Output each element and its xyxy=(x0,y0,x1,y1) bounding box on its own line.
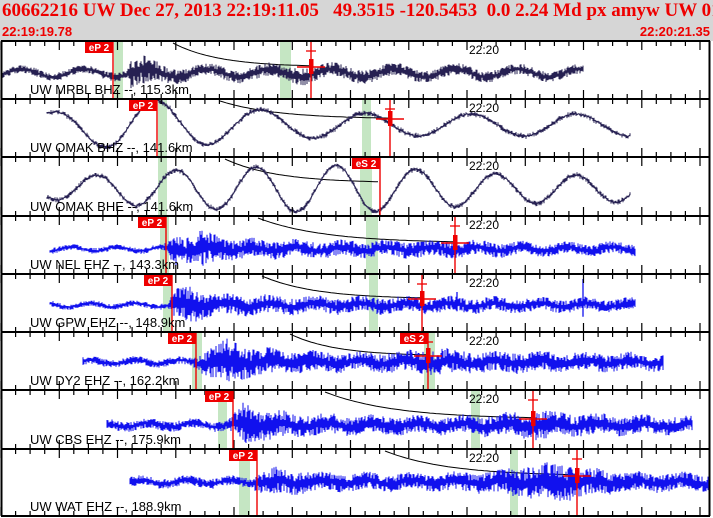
coda-decay-curve xyxy=(219,100,389,119)
station-label: UW GPW EHZ --, 148.9km xyxy=(30,315,185,330)
trace-panel-CBS-EHZ xyxy=(106,391,693,448)
station-label: UW NEL EHZ --, 143.3km xyxy=(30,257,179,272)
trace-panel-GPW-EHZ xyxy=(49,275,636,331)
s-window-band xyxy=(362,100,371,156)
p-pick-label[interactable]: eP 2 xyxy=(233,451,254,462)
trace-click-area-NEL-EHZ[interactable] xyxy=(1,216,710,274)
picks-DY2-EHZ: eP 2 eS 2 22:20 UW DY2 EHZ --, 162.2km xyxy=(1,332,710,390)
trace-panel-OMAK-BHE xyxy=(46,158,631,215)
trace-click-area-CBS-EHZ[interactable] xyxy=(1,390,710,449)
station-label: UW MRBL BHZ --, 115.3km xyxy=(30,82,189,97)
p-pick-label[interactable]: eP 2 xyxy=(148,276,169,287)
station-label: UW DY2 EHZ --, 162.2km xyxy=(30,373,180,388)
trace-click-area-DY2-EHZ[interactable] xyxy=(1,332,710,390)
p-pick-box[interactable] xyxy=(85,42,113,53)
coda-decay-curve xyxy=(257,217,453,243)
station-label: UW OMAK BHZ --, 141.6km xyxy=(30,140,193,155)
waveform-spike xyxy=(456,279,584,317)
trace-panel-NEL-EHZ xyxy=(49,217,636,273)
minute-label: 22:20 xyxy=(469,101,499,115)
window-end-time: 22:20:21.35 xyxy=(639,24,710,39)
event-summary-line: 60662216 UW Dec 27, 2013 22:19:11.05 49.… xyxy=(2,0,713,21)
trace-click-area-WAT-EHZ[interactable] xyxy=(1,449,710,516)
station-label: UW WAT EHZ --, 188.9km xyxy=(30,499,181,514)
p-window-band xyxy=(114,42,123,98)
picks-OMAK-BHZ: eP 2 22:20 UW OMAK BHZ --, 141.6km xyxy=(1,99,710,157)
station-label: UW CBS EHZ --, 175.9km xyxy=(30,432,181,447)
waveform xyxy=(49,286,636,322)
waveform xyxy=(82,338,664,382)
trace-click-area-MRBL-BHZ[interactable] xyxy=(1,41,710,99)
s-pick-label[interactable]: eS 2 xyxy=(404,334,425,345)
waveform xyxy=(106,402,693,443)
coda-decay-curve xyxy=(172,42,312,67)
trace-click-area-OMAK-BHE[interactable] xyxy=(1,157,710,216)
waveform xyxy=(129,462,709,501)
p-window-band xyxy=(218,391,227,448)
p-pick-box[interactable] xyxy=(144,275,172,286)
s-pick-box[interactable] xyxy=(352,158,380,169)
p-window-band xyxy=(158,100,167,156)
coda-decay-curve xyxy=(289,333,429,356)
p-pick-label[interactable]: eP 2 xyxy=(133,101,154,112)
picks-NEL-EHZ: eP 2 22:20 UW NEL EHZ --, 143.3km xyxy=(1,216,710,274)
p-pick-box[interactable] xyxy=(205,391,233,402)
minute-label: 22:20 xyxy=(469,451,499,465)
minute-label: 22:20 xyxy=(469,218,499,232)
p-window-band xyxy=(163,275,172,331)
picks-WAT-EHZ: eP 2 22:20 UW WAT EHZ --, 188.9km xyxy=(1,449,710,516)
s-pick-label[interactable]: eS 2 xyxy=(356,159,377,170)
s-pick-box[interactable] xyxy=(400,333,428,344)
trace-panel-WAT-EHZ xyxy=(129,450,709,515)
p-pick-label[interactable]: eP 2 xyxy=(209,392,230,403)
p-window-band xyxy=(158,158,167,215)
waveform xyxy=(49,230,636,266)
header-bar: 60662216 UW Dec 27, 2013 22:19:11.05 49.… xyxy=(0,0,713,41)
p-pick-label[interactable]: eP 2 xyxy=(89,43,110,54)
trace-panel-MRBL-BHZ xyxy=(1,42,584,98)
window-start-time: 22:19:19.78 xyxy=(2,24,73,39)
p-pick-label[interactable]: eP 2 xyxy=(142,218,163,229)
minute-label: 22:20 xyxy=(469,334,499,348)
minute-label: 22:20 xyxy=(469,159,499,173)
p-pick-box[interactable] xyxy=(129,100,157,111)
waveform-fuzz xyxy=(46,163,631,214)
minute-label: 22:20 xyxy=(469,43,499,57)
p-pick-box[interactable] xyxy=(229,450,257,461)
picks-OMAK-BHE: eS 2 22:20 UW OMAK BHE --, 141.6km xyxy=(1,157,710,216)
waveform-fuzz xyxy=(46,98,631,150)
trace-click-area-GPW-EHZ[interactable] xyxy=(1,274,710,332)
p-pick-label[interactable]: eP 2 xyxy=(172,334,193,345)
station-label: UW OMAK BHE --, 141.6km xyxy=(30,199,193,214)
minute-label: 22:20 xyxy=(469,392,499,406)
p-pick-box[interactable] xyxy=(168,333,196,344)
time-grid xyxy=(0,40,711,517)
trace-click-area-OMAK-BHZ[interactable] xyxy=(1,99,710,157)
p-pick-box[interactable] xyxy=(138,217,166,228)
picks-MRBL-BHZ: eP 2 22:20 UW MRBL BHZ --, 115.3km xyxy=(1,41,710,99)
picks-GPW-EHZ: eP 2 22:20 UW GPW EHZ --, 148.9km xyxy=(1,274,710,332)
picks-CBS-EHZ: eP 2 22:20 UW CBS EHZ --, 175.9km xyxy=(1,390,710,449)
minute-label: 22:20 xyxy=(469,276,499,290)
coda-decay-curve xyxy=(261,275,421,299)
